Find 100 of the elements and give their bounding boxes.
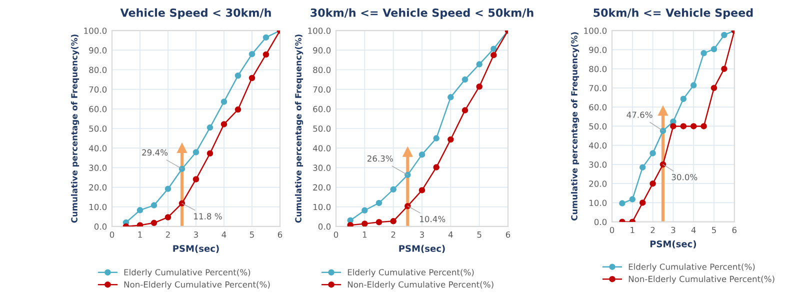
point [234, 72, 242, 79]
y-tick-label: 80.0 [313, 66, 331, 74]
point [404, 202, 411, 210]
x-tick-label: 3 [420, 231, 424, 238]
y-tick-label: 20.0 [589, 180, 607, 187]
y-tick-label: 70.0 [313, 86, 331, 93]
point [700, 50, 707, 56]
chart-title: 30km/h <= Vehicle Speed < 50km/h [310, 8, 534, 20]
chart-title: Vehicle Speed < 30km/h [120, 8, 271, 20]
x-tick-label: 3 [194, 231, 198, 238]
legend-label: Non-Elderly Cumulative Percent(%) [348, 281, 494, 290]
legend-label: Non-Elderly Cumulative Percent(%) [628, 276, 774, 284]
point [262, 51, 270, 58]
x-tick-label: 6 [732, 226, 737, 234]
y-tick-label: 30.0 [313, 164, 331, 171]
x-tick-label: 6 [506, 231, 510, 238]
point [710, 46, 718, 52]
point [710, 84, 718, 92]
y-tick-label: 90.0 [589, 46, 607, 54]
legend-label: Non-Elderly Cumulative Percent(%) [124, 281, 270, 290]
point [362, 220, 368, 226]
point [206, 150, 214, 157]
y-tick-label: 10.0 [90, 204, 107, 210]
y-tick-label: 0.0 [94, 223, 107, 230]
point [220, 98, 228, 105]
point [150, 220, 158, 226]
point [347, 222, 354, 226]
y-axis-title: Cumulative percentage of Frequency(%) [294, 34, 304, 223]
y-tick-label: 50.0 [313, 126, 331, 132]
y-tick-label: 20.0 [89, 184, 107, 191]
point [390, 218, 396, 224]
x-tick-label: 1 [630, 226, 634, 234]
point [448, 136, 454, 143]
x-tick-label: 4 [448, 232, 453, 238]
x-axis-title: PSM(sec) [399, 244, 445, 253]
point [362, 207, 368, 214]
point [619, 200, 626, 206]
x-tick-label: 0 [110, 231, 114, 238]
point [462, 76, 468, 83]
legend-label: Elderly Cumulative Percent(%) [348, 268, 474, 278]
x-tick-label: 0 [610, 226, 614, 234]
point [680, 96, 687, 102]
point [164, 214, 172, 220]
y-tick-label: 40.0 [312, 145, 331, 152]
y-axis-title: Cumulative percentage of Frequency(%) [70, 34, 80, 223]
point [721, 66, 728, 72]
y-tick-label: 60.0 [89, 106, 107, 112]
point [433, 164, 440, 170]
point [418, 187, 426, 194]
y-tick-label: 30.0 [589, 161, 607, 168]
point [220, 121, 228, 128]
x-tick-label: 0 [334, 231, 338, 238]
y-tick-label: 30.0 [89, 164, 107, 171]
y-tick-label: 100.0 [84, 28, 107, 34]
point [164, 186, 172, 192]
y-tick-label: 20.0 [313, 184, 331, 191]
point [150, 202, 158, 208]
y-tick-label: 80.0 [89, 66, 107, 74]
y-tick-label: 10.0 [590, 200, 607, 206]
x-axis-title: PSM(sec) [650, 240, 696, 248]
x-tick-label: 3 [671, 226, 676, 234]
point [629, 196, 636, 202]
legend-label: Elderly Cumulative Percent(%) [124, 268, 250, 278]
point [262, 34, 270, 41]
y-tick-label: 40.0 [88, 145, 107, 152]
point [476, 83, 482, 90]
point [650, 180, 656, 187]
point [660, 128, 666, 134]
x-tick-label: 5 [250, 232, 254, 238]
point [700, 123, 707, 130]
point [639, 164, 646, 170]
y-tick-label: 60.0 [313, 106, 331, 112]
point [639, 200, 646, 206]
point [206, 124, 214, 131]
point [650, 150, 656, 156]
x-tick-label: 1 [138, 232, 142, 238]
x-tick-label: 4 [222, 232, 226, 238]
x-axis-title: PSM(sec) [173, 244, 219, 253]
point [476, 61, 482, 68]
y-tick-label: 70.0 [89, 86, 107, 93]
x-tick-label: 5 [712, 226, 716, 234]
y-tick-label: 100.0 [308, 28, 331, 34]
y-tick-label: 70.0 [589, 84, 607, 92]
annotation: 47.6% [626, 112, 652, 118]
point [418, 151, 426, 158]
y-tick-label: 80.0 [589, 66, 607, 72]
point [670, 123, 676, 130]
chart-title: 50km/h <= Vehicle Speed [594, 8, 753, 20]
point [490, 46, 497, 52]
annotation: 26.3% [367, 155, 393, 162]
point [248, 50, 256, 58]
x-tick-label: 4 [691, 226, 696, 234]
y-tick-label: 100.0 [584, 28, 607, 34]
point [721, 32, 728, 38]
point [490, 52, 497, 58]
point [234, 106, 242, 113]
point [376, 200, 382, 206]
annotation: 10.4% [420, 216, 446, 222]
x-tick-label: 2 [650, 226, 655, 234]
annotation: 30.0% [672, 174, 698, 180]
